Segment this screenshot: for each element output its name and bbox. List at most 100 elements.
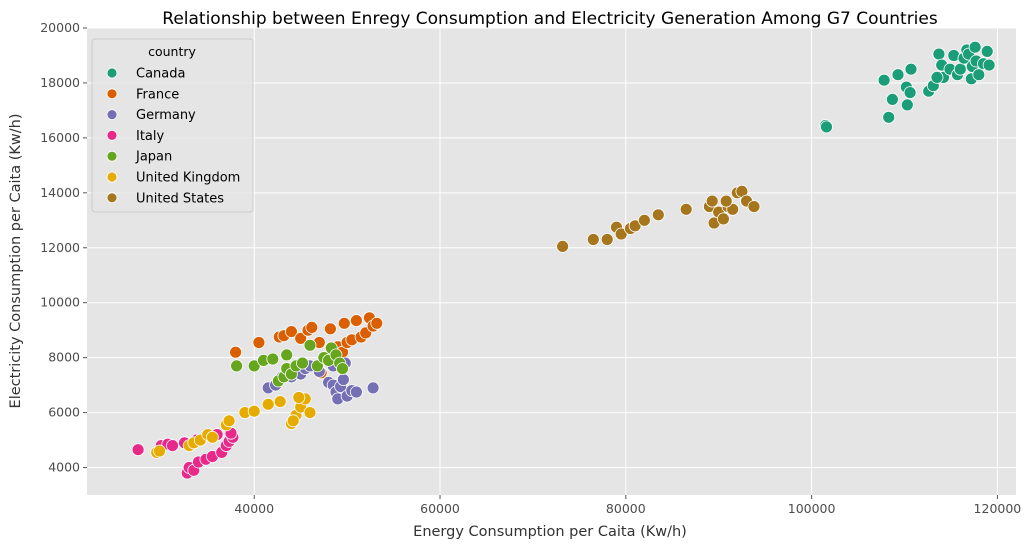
data-point <box>229 345 243 359</box>
data-point <box>303 406 317 420</box>
data-point <box>337 316 351 330</box>
legend-marker <box>106 88 118 100</box>
data-point <box>252 336 266 349</box>
data-point <box>891 68 905 82</box>
legend-marker <box>106 129 118 141</box>
data-point <box>266 352 280 366</box>
x-tick-label: 100000 <box>788 501 836 516</box>
chart-title: Relationship between Enregy Consumption … <box>162 9 938 29</box>
data-point <box>222 414 236 428</box>
data-point <box>679 202 693 216</box>
data-point <box>600 233 614 246</box>
data-point <box>230 359 244 373</box>
data-point <box>370 316 384 330</box>
data-point <box>900 98 914 112</box>
data-point <box>336 362 349 376</box>
data-point <box>131 443 145 457</box>
legend-label: United Kingdom <box>136 171 240 186</box>
legend-marker <box>106 171 118 183</box>
data-points <box>131 40 996 480</box>
axis-ticks: 40000 60000 80000 100000 120000 4000 6000 8000 1… <box>40 20 1021 516</box>
data-point <box>247 404 261 418</box>
data-point <box>286 414 300 428</box>
legend-marker <box>106 109 118 120</box>
data-point <box>284 325 298 339</box>
data-point <box>294 331 308 345</box>
data-point <box>651 208 665 222</box>
data-point <box>820 120 833 134</box>
data-point <box>886 93 899 106</box>
legend-marker <box>106 67 118 79</box>
series-united-states <box>556 184 761 253</box>
legend-label: United States <box>136 191 224 206</box>
legend-title: country <box>148 44 196 59</box>
data-point <box>273 395 287 409</box>
data-point <box>930 71 944 84</box>
legend-label: France <box>136 87 179 102</box>
data-point <box>747 200 761 214</box>
data-point <box>366 381 380 395</box>
data-point <box>614 227 628 241</box>
legend-marker <box>106 192 118 204</box>
y-tick-label: 18000 <box>40 75 80 90</box>
y-axis-label: Electricity Consumption per Caita (Kw/h) <box>8 114 24 409</box>
legend-marker <box>106 150 118 162</box>
data-point <box>323 322 337 336</box>
grid-lines <box>87 27 1016 495</box>
data-point <box>261 397 275 411</box>
data-point <box>336 373 350 387</box>
y-tick-label: 16000 <box>40 130 80 145</box>
data-point <box>628 219 642 233</box>
x-tick-label: 60000 <box>420 501 460 516</box>
data-point <box>556 239 569 253</box>
data-point <box>638 213 651 227</box>
data-point <box>296 356 309 370</box>
data-point <box>932 47 946 61</box>
data-point <box>719 194 733 208</box>
data-point <box>586 233 600 246</box>
data-point <box>166 439 179 453</box>
y-tick-label: 4000 <box>48 460 80 475</box>
series-italy <box>131 426 240 480</box>
legend-label: Italy <box>136 129 165 144</box>
data-point <box>953 62 967 76</box>
legend-label: Germany <box>136 108 196 123</box>
legend-label: Japan <box>135 150 172 165</box>
series-japan <box>230 338 349 388</box>
y-tick-label: 20000 <box>40 20 80 35</box>
series-canada <box>819 40 996 134</box>
data-point <box>968 40 982 54</box>
data-point <box>153 444 166 458</box>
x-tick-label: 40000 <box>234 501 274 516</box>
y-tick-label: 6000 <box>48 405 80 420</box>
data-point <box>904 62 918 76</box>
legend-label: Canada <box>136 67 185 82</box>
data-point <box>877 73 891 87</box>
data-point <box>349 385 363 399</box>
series-united-kingdom <box>150 391 317 459</box>
data-point <box>882 110 896 124</box>
y-tick-label: 8000 <box>48 350 80 365</box>
data-point <box>980 45 994 58</box>
data-point <box>705 194 719 208</box>
y-tick-label: 12000 <box>40 240 80 255</box>
data-point <box>205 430 219 444</box>
x-axis-label: Energy Consumption per Caita (Kw/h) <box>413 524 687 540</box>
legend-items: Canada France Germany Italy Japan United King… <box>106 67 240 206</box>
data-point <box>982 58 996 72</box>
x-tick-label: 80000 <box>606 501 646 516</box>
legend: country Canada France Germany Italy Japan Uni… <box>91 38 254 213</box>
x-tick-label: 120000 <box>974 501 1022 516</box>
data-point <box>280 348 294 362</box>
data-point <box>717 212 730 226</box>
data-point <box>349 314 363 328</box>
data-point <box>247 359 261 373</box>
data-point <box>972 68 986 82</box>
data-point <box>903 86 917 99</box>
data-point <box>292 391 306 404</box>
legend-box <box>91 38 254 213</box>
data-point <box>305 320 319 334</box>
y-tick-label: 14000 <box>40 185 80 200</box>
y-tick-label: 10000 <box>40 295 80 310</box>
